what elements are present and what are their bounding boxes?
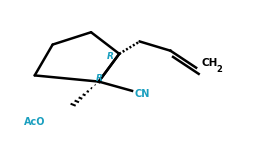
Text: R: R <box>96 74 103 83</box>
Text: 2: 2 <box>217 65 222 74</box>
Text: CH: CH <box>201 58 218 68</box>
Text: AcO: AcO <box>24 117 46 127</box>
Text: CN: CN <box>135 89 150 99</box>
Text: R: R <box>106 52 113 61</box>
